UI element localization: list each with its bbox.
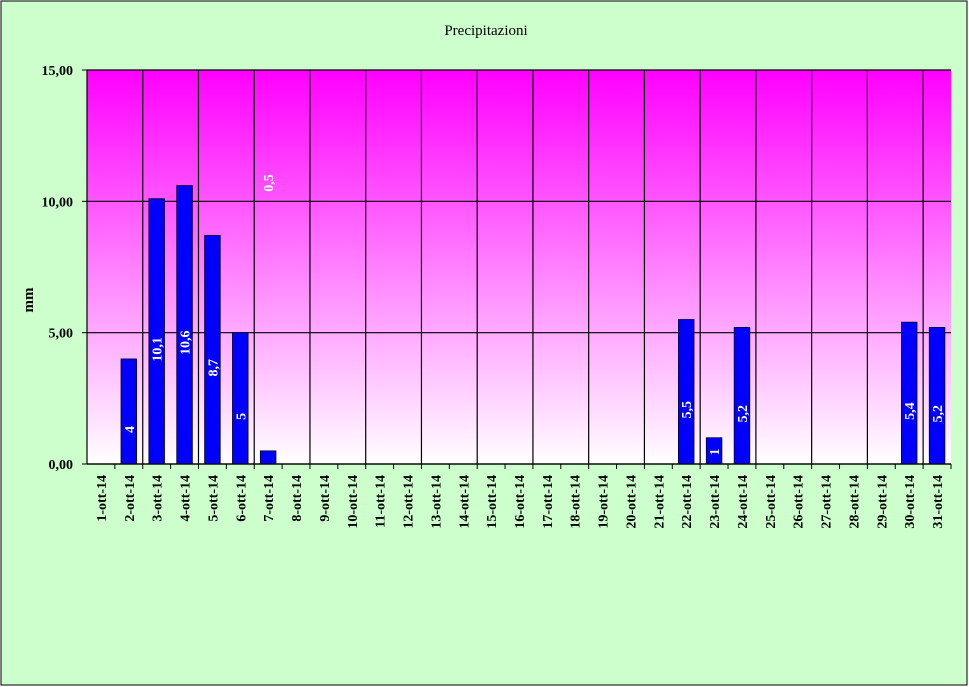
data-label: 5,2: [931, 405, 946, 423]
y-tick-label: 10,00: [42, 195, 74, 210]
data-label: 1: [708, 449, 723, 456]
x-tick-label: 11-ott-14: [374, 475, 389, 528]
x-tick-label: 2-ott-14: [123, 475, 138, 522]
bar: [733, 327, 751, 465]
bar: [259, 450, 277, 465]
axis-layer: 0,00 5,00 10,00 15,00 1-ott-14 2-ott-14 3-ott-…: [42, 64, 952, 529]
x-tick-label: 7-ott-14: [262, 475, 277, 522]
x-tick-label: 17-ott-14: [541, 475, 556, 529]
bar: [120, 358, 138, 465]
bar-layer: 4 10,1 10,6 8,7 5 0,5 5,5 1 5,2 5,4 5,2: [120, 174, 946, 465]
x-tick-label: 25-ott-14: [764, 475, 779, 529]
data-label: 5,4: [903, 402, 918, 420]
data-label: 10,6: [179, 331, 194, 356]
data-label: 0,5: [262, 174, 277, 192]
data-label: 8,7: [206, 359, 221, 377]
x-tick-label: 13-ott-14: [429, 475, 444, 529]
x-tick-label: 5-ott-14: [206, 475, 221, 522]
bar: [204, 235, 221, 465]
x-tick-label: 29-ott-14: [875, 475, 890, 529]
x-tick-label: 27-ott-14: [820, 475, 835, 529]
chart-title: Precipitazioni: [444, 23, 527, 39]
y-tick-label: 0,00: [49, 458, 74, 473]
x-tick-label: 10-ott-14: [346, 475, 361, 529]
y-tick-label: 15,00: [42, 64, 74, 79]
data-label: 5,5: [680, 401, 695, 419]
bar: [928, 327, 946, 465]
x-tick-label: 8-ott-14: [290, 475, 305, 522]
plot-area: [87, 70, 951, 464]
data-label: 5: [234, 413, 249, 420]
x-tick-label: 28-ott-14: [847, 475, 862, 529]
data-label: 4: [123, 426, 138, 433]
x-tick-label: 3-ott-14: [151, 475, 166, 522]
x-tick-label: 20-ott-14: [624, 475, 639, 529]
x-tick-label: 31-ott-14: [931, 475, 946, 529]
x-tick-label: 26-ott-14: [792, 475, 807, 529]
bar: [900, 321, 918, 465]
y-tick-label: 5,00: [49, 327, 74, 342]
x-tick-label: 18-ott-14: [569, 475, 584, 529]
x-tick-label: 4-ott-14: [179, 475, 194, 522]
x-tick-label: 19-ott-14: [597, 475, 612, 529]
x-tick-label: 21-ott-14: [652, 475, 667, 529]
bar: [176, 185, 193, 465]
x-tick-label: 30-ott-14: [903, 475, 918, 529]
x-tick-label: 15-ott-14: [485, 475, 500, 529]
bar: [148, 198, 165, 465]
x-tick-label: 6-ott-14: [234, 475, 249, 522]
x-tick-label: 23-ott-14: [708, 475, 723, 529]
bar: [232, 332, 249, 465]
grid-layer: [87, 69, 951, 465]
x-tick-label: 22-ott-14: [680, 475, 695, 529]
data-label: 5,2: [736, 405, 751, 423]
x-tick-label: 14-ott-14: [457, 475, 472, 529]
x-tick-label: 1-ott-14: [95, 475, 110, 522]
bar: [678, 319, 695, 465]
x-tick-label: 12-ott-14: [402, 475, 417, 529]
data-label: 10,1: [151, 337, 166, 362]
x-tick-label: 24-ott-14: [736, 475, 751, 529]
y-axis-label: mm: [21, 287, 37, 312]
x-tick-label: 16-ott-14: [513, 475, 528, 529]
x-tick-label: 9-ott-14: [318, 475, 333, 522]
